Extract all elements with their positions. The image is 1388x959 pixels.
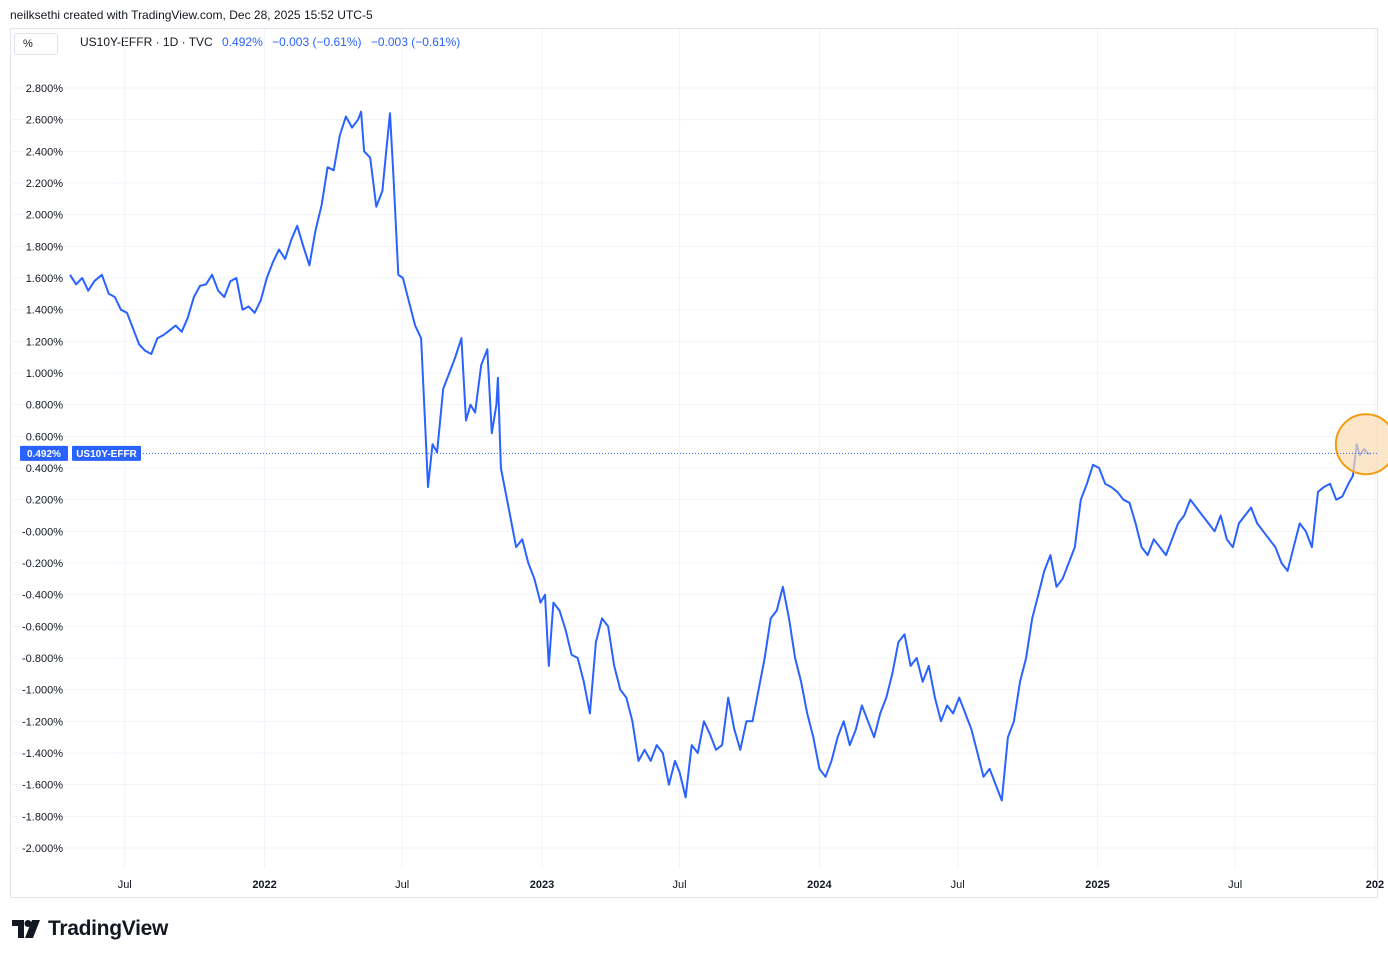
overlay-layer: 0.492% US10Y-EFFR: [20, 413, 1388, 476]
y-tick-label: 1.200%: [26, 336, 64, 348]
series-line: [69, 110, 1371, 802]
y-tick-label: 0.600%: [26, 431, 64, 443]
x-tick-label: 2025: [1085, 879, 1109, 891]
tradingview-logo: TradingView: [12, 917, 168, 941]
series-name-badge: [72, 445, 141, 461]
y-tick-label: 2.800%: [26, 83, 64, 95]
x-tick-label: Jul: [1228, 879, 1242, 891]
unit-selector[interactable]: %: [14, 33, 58, 55]
y-tick-label: -0.800%: [22, 653, 63, 665]
y-tick-label: 1.000%: [26, 368, 64, 380]
plot-area: [69, 110, 1371, 802]
brand-name: TradingView: [48, 917, 169, 940]
legend-change-percent: −0.003 (−0.61%): [370, 35, 461, 49]
y-tick-label: 1.800%: [26, 241, 64, 253]
x-tick-label: Jul: [118, 879, 132, 891]
y-tick-label: 1.600%: [26, 273, 64, 285]
y-tick-label: -0.600%: [22, 621, 63, 633]
y-tick-label: -1.600%: [22, 780, 63, 792]
y-tick-label: -1.200%: [22, 716, 63, 728]
y-tick-label: 1.400%: [26, 305, 64, 317]
price-badge: [20, 445, 68, 461]
highlight-circle: [1334, 413, 1388, 476]
y-tick-label: -1.000%: [22, 685, 63, 697]
x-tick-label: 2024: [807, 879, 832, 891]
y-tick-label: 0.400%: [26, 463, 64, 475]
y-tick-label: -1.800%: [22, 811, 63, 823]
y-tick-label: -0.000%: [22, 526, 63, 538]
series-legend: US10Y-EFFR · 1D · TVC 0.492% −0.003 (−0.…: [80, 35, 460, 49]
y-tick-label: 2.000%: [26, 210, 64, 222]
x-tick-label: 2023: [530, 879, 554, 891]
y-tick-label: 2.400%: [26, 146, 64, 158]
y-tick-label: 2.200%: [26, 178, 64, 190]
y-tick-label: 0.800%: [26, 400, 64, 412]
y-tick-label: -1.400%: [22, 748, 63, 760]
grid-lines: [10, 29, 1378, 868]
x-tick-label: 202: [1366, 879, 1384, 891]
y-tick-label: 0.200%: [26, 495, 64, 507]
chart-credit: neilksethi created with TradingView.com,…: [10, 8, 373, 22]
y-axis-labels: 2.800% 2.600% 2.400% 2.200% 2.000% 1.800% 1.60…: [22, 83, 63, 855]
legend-change: −0.003 (−0.61%): [272, 35, 362, 49]
x-tick-label: Jul: [951, 879, 965, 891]
y-tick-label: 2.600%: [26, 115, 64, 127]
y-tick-label: -0.400%: [22, 590, 63, 602]
legend-symbol[interactable]: US10Y-EFFR · 1D · TVC: [80, 35, 213, 49]
y-tick-label: -2.000%: [22, 843, 63, 855]
y-tick-label: -0.200%: [22, 558, 63, 570]
legend-last-value: 0.492%: [222, 35, 263, 49]
x-tick-label: Jul: [395, 879, 409, 891]
x-tick-label: 2022: [252, 879, 276, 891]
price-badge-value: 0.492%: [27, 449, 61, 460]
tradingview-logo-icon: [12, 920, 40, 938]
x-tick-label: Jul: [673, 879, 687, 891]
series-name-badge-text: US10Y-EFFR: [76, 449, 137, 460]
x-axis-labels: Jul 2022 Jul 2023 Jul 2024 Jul 2025 Jul 202: [118, 879, 1384, 891]
